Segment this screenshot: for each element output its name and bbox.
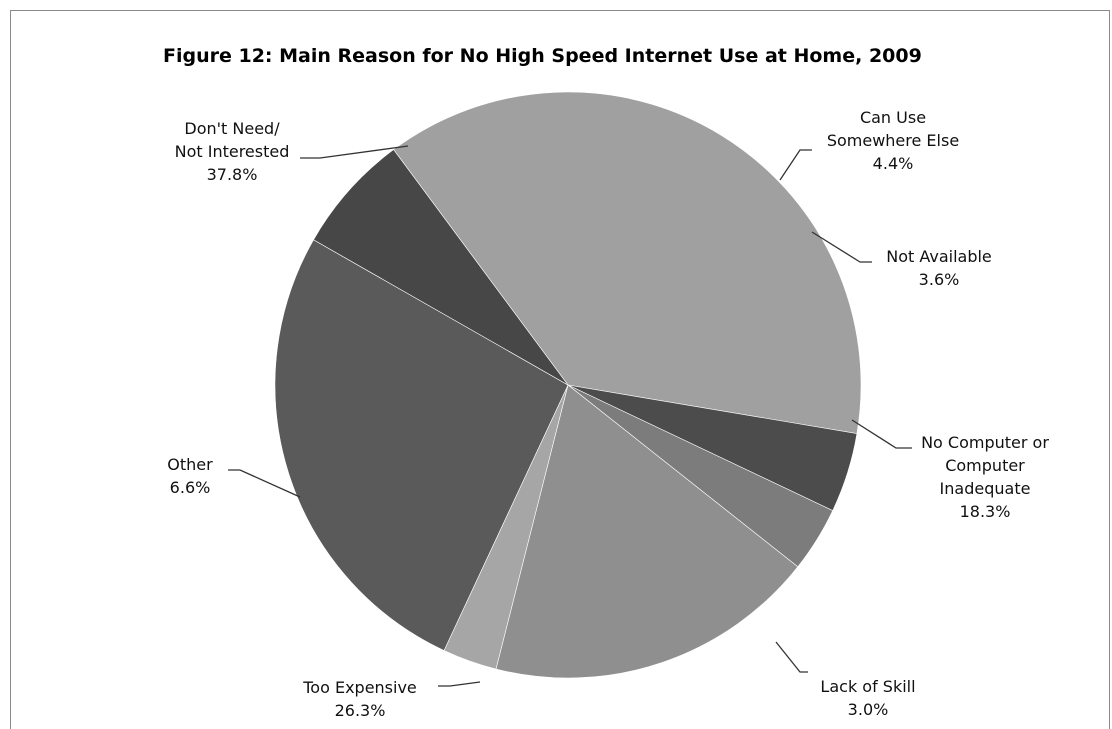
slice-name-label: Not Interested bbox=[175, 142, 290, 161]
pie-slices bbox=[274, 91, 862, 679]
slice-label: Not Available 3.6% bbox=[886, 247, 992, 289]
slice-label: Can Use Somewhere Else 4.4% bbox=[827, 108, 959, 173]
leader-line bbox=[228, 469, 301, 498]
slice-name-label: Computer bbox=[945, 456, 1025, 475]
slice-value-label: 3.6% bbox=[919, 270, 960, 289]
pie-slice bbox=[274, 239, 569, 651]
slice-label: Too Expensive 26.3% bbox=[302, 678, 417, 720]
slice-labels: Don't Need/Not Interested 37.8% Can Use Som… bbox=[167, 108, 1049, 720]
slice-value-label: 18.3% bbox=[960, 502, 1011, 521]
leader-line bbox=[300, 145, 409, 159]
slice-name-label: Don't Need/ bbox=[184, 119, 280, 138]
slice-name-label: Not Available bbox=[886, 247, 992, 266]
leader-lines bbox=[228, 145, 912, 687]
slice-name-label: Too Expensive bbox=[302, 678, 417, 697]
pie-slice bbox=[393, 91, 862, 434]
pie-slice bbox=[495, 384, 799, 679]
slice-name-label: No Computer or bbox=[921, 433, 1049, 452]
slice-label: Other 6.6% bbox=[167, 455, 213, 497]
slice-label: Lack of Skill 3.0% bbox=[820, 677, 915, 719]
slice-name-label: Lack of Skill bbox=[820, 677, 915, 696]
slice-value-label: 37.8% bbox=[207, 165, 258, 184]
leader-line bbox=[811, 231, 872, 263]
slice-value-label: 3.0% bbox=[848, 700, 889, 719]
pie-slice bbox=[313, 149, 569, 386]
slice-name-label: Other bbox=[167, 455, 213, 474]
chart-title: Figure 12: Main Reason for No High Speed… bbox=[163, 45, 922, 67]
slice-value-label: 26.3% bbox=[335, 701, 386, 720]
leader-line bbox=[779, 149, 812, 181]
slice-label: Don't Need/Not Interested 37.8% bbox=[175, 119, 290, 184]
leader-line bbox=[775, 641, 808, 673]
slice-name-label: Can Use bbox=[860, 108, 926, 127]
slice-name-label: Inadequate bbox=[940, 479, 1031, 498]
slice-label: No Computer or Computer Inadequate 18.3% bbox=[921, 433, 1049, 521]
slice-value-label: 4.4% bbox=[873, 154, 914, 173]
leader-line bbox=[851, 419, 912, 449]
leader-line bbox=[438, 681, 481, 687]
slice-name-label: Somewhere Else bbox=[827, 131, 959, 150]
slice-value-label: 6.6% bbox=[170, 478, 211, 497]
